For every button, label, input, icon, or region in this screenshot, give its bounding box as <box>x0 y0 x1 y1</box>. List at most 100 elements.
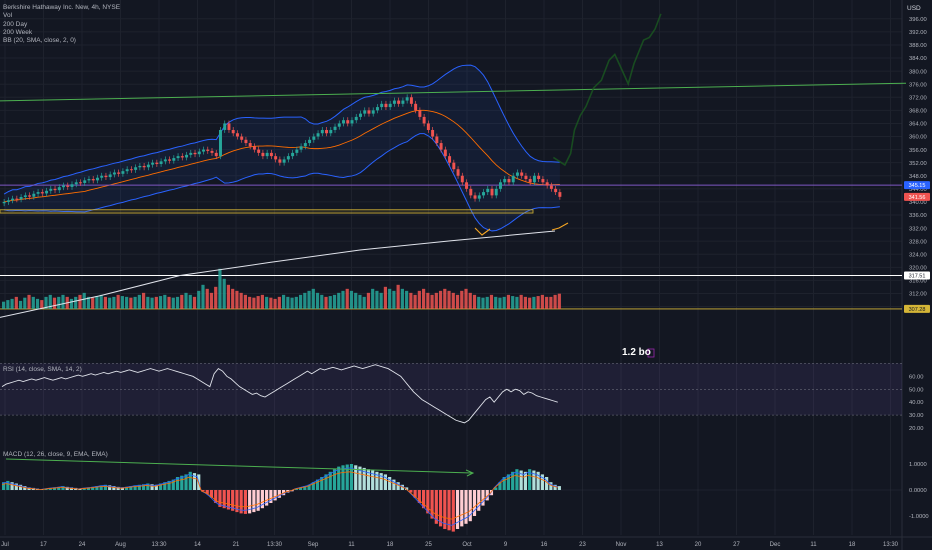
volume-bar <box>434 292 438 309</box>
macd-histogram-bar <box>95 486 99 490</box>
volume-bar <box>371 288 375 309</box>
candle <box>524 175 528 180</box>
candle <box>554 188 558 193</box>
volume-bar <box>273 298 277 309</box>
macd-histogram-bar <box>209 490 214 498</box>
candle <box>28 195 32 197</box>
macd-histogram-bar <box>235 490 239 513</box>
macd-histogram-bar <box>506 474 511 490</box>
macd-histogram-bar <box>108 485 112 490</box>
macd-histogram-bar <box>341 465 345 490</box>
macd-histogram-bar <box>303 486 307 490</box>
volume-bar <box>184 292 188 309</box>
legend-200-day: 200 Day <box>3 20 28 28</box>
volume-bar <box>481 297 485 309</box>
macd-histogram-bar <box>494 487 498 490</box>
volume-bar <box>265 296 269 309</box>
volume-bar <box>192 296 197 309</box>
candle <box>460 175 464 183</box>
volume-bar <box>248 296 252 309</box>
rsi-label[interactable]: RSI (14, close, SMA, 14, 2) <box>3 366 82 373</box>
macd-tick-label: 0.0000 <box>909 488 927 494</box>
macd-histogram-bar <box>409 490 413 493</box>
candle <box>197 151 201 155</box>
volume-bar <box>426 292 430 309</box>
volume-bar <box>95 296 99 309</box>
candle <box>392 100 396 104</box>
volume-bar <box>506 294 511 309</box>
candle <box>62 185 65 188</box>
volume-bar <box>91 297 95 309</box>
candle <box>100 175 104 178</box>
price-tick-label: 336.00 <box>909 213 927 219</box>
candle <box>329 129 333 134</box>
volume-bar <box>218 268 222 309</box>
time-tick-label: 27 <box>733 542 740 548</box>
candle <box>36 192 40 194</box>
candle <box>129 169 133 171</box>
macd-histogram-bar <box>248 490 252 514</box>
macd-histogram-bar <box>269 490 273 503</box>
candle <box>151 162 155 165</box>
macd-histogram-bar <box>345 464 349 490</box>
candle <box>185 154 189 158</box>
candle <box>418 110 422 117</box>
volume-bar <box>214 286 218 309</box>
candle <box>180 156 184 158</box>
price-tick-label: 316.00 <box>909 279 927 285</box>
candle <box>414 103 418 111</box>
macd-histogram-bar <box>184 474 188 490</box>
macd-histogram-bar <box>362 467 366 490</box>
macd-histogram-bar <box>354 465 358 490</box>
volume-bar <box>388 288 392 309</box>
macd-histogram-bar <box>375 471 379 490</box>
price-tick-label: 352.00 <box>909 161 927 167</box>
price-tag <box>904 304 930 313</box>
macd-histogram-bar <box>358 466 362 490</box>
support-zone <box>0 209 534 214</box>
time-tick-label: 18 <box>387 542 394 548</box>
volume-bar <box>99 294 103 309</box>
time-tick-label: 23 <box>579 542 586 548</box>
candle <box>465 182 469 189</box>
macd-histogram-bar <box>315 479 320 490</box>
bollinger-lower <box>4 133 560 232</box>
macd-histogram-bar <box>167 480 171 490</box>
candle <box>274 156 278 160</box>
candle <box>350 120 354 124</box>
candle <box>168 159 172 161</box>
macd-histogram-bar <box>10 482 14 490</box>
volume-bar <box>27 294 31 309</box>
macd-histogram-bar <box>142 484 146 490</box>
annotation-note[interactable]: 1.2 bo <box>622 347 651 358</box>
candle <box>401 100 405 104</box>
volume-bar <box>171 297 175 309</box>
macd-label[interactable]: MACD (12, 26, close, 9, EMA, EMA) <box>3 451 108 458</box>
volume-bar <box>511 296 515 309</box>
candle <box>244 139 248 144</box>
volume-bar <box>125 296 129 309</box>
candle <box>537 175 541 180</box>
candle <box>108 174 112 178</box>
candle <box>490 188 494 196</box>
candle <box>286 156 290 160</box>
candle <box>282 159 286 163</box>
volume-bar <box>222 278 226 309</box>
price-tick-label: 312.00 <box>909 292 927 298</box>
price-tick-label: 356.00 <box>909 148 927 154</box>
price-tag-label: 317.51 <box>909 273 926 279</box>
candle <box>312 136 316 140</box>
candle <box>257 149 261 153</box>
macd-histogram-bar <box>451 490 455 532</box>
volume-bar <box>332 294 337 309</box>
macd-histogram-bar <box>154 484 158 490</box>
volume-bar <box>260 294 264 309</box>
candle <box>503 179 507 183</box>
price-tag <box>904 271 930 280</box>
currency-label[interactable]: USD <box>907 5 921 12</box>
candle <box>146 164 150 168</box>
price-tag <box>904 192 930 201</box>
rsi-tick-label: 60.00 <box>909 374 924 380</box>
volume-bar <box>294 296 298 309</box>
